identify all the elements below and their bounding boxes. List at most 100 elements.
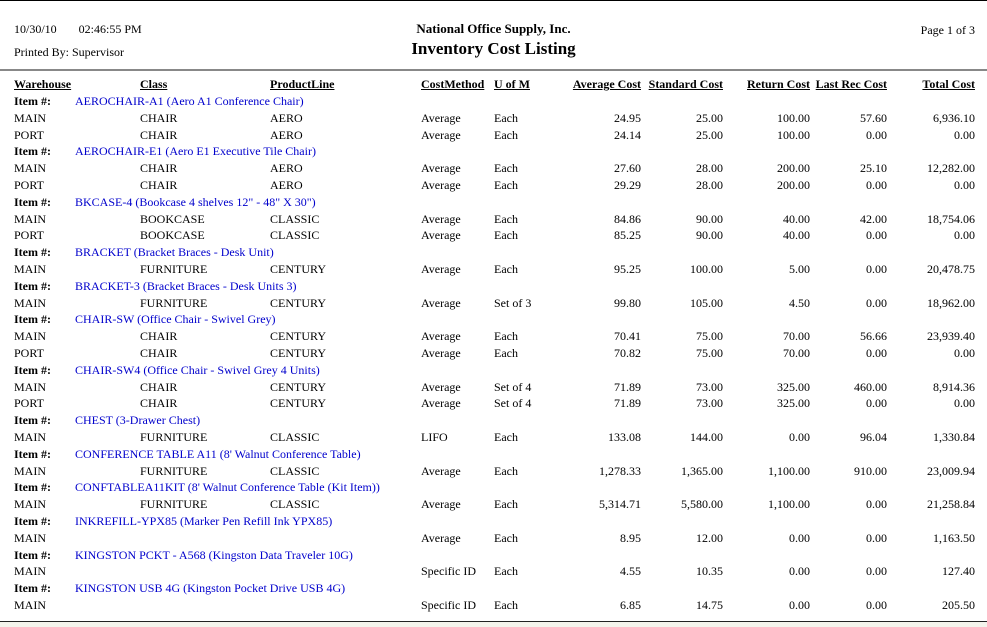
cell-return-cost: 200.00	[777, 177, 810, 192]
item-link[interactable]: BRACKET (Bracket Braces - Desk Unit)	[75, 245, 274, 260]
cell-costmethod: Average	[421, 345, 461, 360]
cell-return-cost: 200.00	[777, 161, 810, 176]
cell-lastrec-cost: 96.04	[860, 429, 887, 444]
cell-warehouse: MAIN	[14, 597, 46, 612]
cell-productline: CLASSIC	[270, 228, 320, 243]
cell-lastrec-cost: 910.00	[854, 463, 887, 478]
table-row: MAIN CHAIR CENTURY Average Each 70.41 75.00 70.…	[14, 328, 975, 345]
item-link[interactable]: CHAIR-SW (Office Chair - Swivel Grey)	[75, 312, 276, 327]
cell-costmethod: Average	[421, 261, 461, 276]
cell-average-cost: 71.89	[614, 396, 641, 411]
column-header-average-cost: Average Cost	[572, 77, 641, 91]
cell-lastrec-cost: 0.00	[866, 345, 887, 360]
cell-average-cost: 24.95	[614, 110, 641, 125]
column-header-return-cost: Return Cost	[747, 77, 810, 91]
table-row: MAIN Specific ID Each 6.85 14.75 0.00 0.00 205.…	[14, 597, 975, 614]
item-link[interactable]: AEROCHAIR-A1 (Aero A1 Conference Chair)	[75, 94, 304, 108]
cell-total-cost: 0.00	[954, 396, 975, 411]
inventory-table: Warehouse Class ProductLine CostMethod U…	[14, 75, 975, 614]
item-number-label: Item #:	[14, 94, 51, 108]
cell-costmethod: Average	[421, 295, 461, 310]
cell-warehouse: PORT	[14, 345, 44, 360]
cell-average-cost: 1,278.33	[599, 463, 641, 478]
cell-productline: CENTURY	[270, 295, 327, 310]
cell-total-cost: 205.50	[942, 597, 975, 612]
cell-class: CHAIR	[140, 110, 178, 125]
report-header: 10/30/10 02:46:55 PM Printed By: Supervis…	[0, 1, 987, 71]
cell-return-cost: 1,100.00	[768, 497, 810, 512]
table-body: Item #: AEROCHAIR-A1 (Aero A1 Conference …	[14, 93, 975, 614]
cell-uofm: Each	[494, 497, 518, 512]
table-row: PORT CHAIR CENTURY Average Set of 4 71.89 73.0…	[14, 395, 975, 412]
table-row: MAIN FURNITURE CLASSIC Average Each 1,278.33 1…	[14, 463, 975, 480]
item-link[interactable]: KINGSTON USB 4G (Kingston Pocket Drive U…	[75, 581, 346, 596]
item-link[interactable]: BKCASE-4 (Bookcase 4 shelves 12" - 48" X…	[75, 194, 316, 209]
table-row: MAIN FURNITURE CLASSIC Average Each 5,314.71 5…	[14, 496, 975, 513]
cell-standard-cost: 12.00	[696, 530, 723, 545]
cell-productline: AERO	[270, 177, 303, 192]
cell-warehouse: PORT	[14, 228, 44, 243]
cell-uofm: Each	[494, 345, 518, 360]
cell-lastrec-cost: 0.00	[866, 564, 887, 579]
item-link[interactable]: CONFTABLEA11KIT (8' Walnut Conference Ta…	[75, 480, 380, 495]
item-number-label: Item #:	[14, 245, 51, 260]
item-link[interactable]: KINGSTON PCKT - A568 (Kingston Data Trav…	[75, 547, 353, 562]
cell-standard-cost: 5,580.00	[681, 497, 723, 512]
item-link[interactable]: BRACKET-3 (Bracket Braces - Desk Units 3…	[75, 278, 297, 293]
cell-total-cost: 1,330.84	[933, 429, 975, 444]
report-title: Inventory Cost Listing	[411, 39, 576, 58]
cell-return-cost: 70.00	[783, 345, 810, 360]
item-link[interactable]: CHAIR-SW4 (Office Chair - Swivel Grey 4 …	[75, 362, 320, 377]
cell-class: BOOKCASE	[140, 211, 205, 226]
cell-warehouse: MAIN	[14, 429, 46, 444]
cell-standard-cost: 25.00	[696, 127, 723, 142]
item-row: Item #: BKCASE-4 (Bookcase 4 shelves 12" …	[14, 194, 975, 211]
item-row: Item #: AEROCHAIR-A1 (Aero A1 Conference …	[14, 93, 975, 110]
cell-lastrec-cost: 42.00	[860, 211, 887, 226]
cell-costmethod: Average	[421, 497, 461, 512]
cell-average-cost: 85.25	[614, 228, 641, 243]
cell-total-cost: 23,939.40	[927, 329, 975, 344]
cell-average-cost: 70.82	[614, 345, 641, 360]
cell-uofm: Each	[494, 597, 518, 612]
item-link[interactable]: AEROCHAIR-E1 (Aero E1 Executive Tile Cha…	[75, 144, 316, 159]
cell-total-cost: 12,282.00	[927, 161, 975, 176]
table-row: MAIN CHAIR AERO Average Each 27.60 28.00 200.00…	[14, 160, 975, 177]
cell-lastrec-cost: 56.66	[860, 329, 887, 344]
cell-average-cost: 71.89	[614, 379, 641, 394]
cell-productline: CENTURY	[270, 379, 327, 394]
item-link[interactable]: CHEST (3-Drawer Chest)	[75, 413, 201, 428]
cell-costmethod: Specific ID	[421, 564, 476, 579]
cell-costmethod: Average	[421, 228, 461, 243]
cell-productline: CLASSIC	[270, 211, 320, 226]
cell-class: FURNITURE	[140, 497, 208, 512]
cell-standard-cost: 90.00	[696, 211, 723, 226]
cell-total-cost: 0.00	[954, 345, 975, 360]
cell-lastrec-cost: 460.00	[854, 379, 887, 394]
cell-costmethod: Average	[421, 211, 461, 226]
cell-uofm: Each	[494, 329, 518, 344]
cell-productline: AERO	[270, 161, 303, 176]
item-link[interactable]: CONFERENCE TABLE A11 (8' Walnut Conferen…	[75, 446, 361, 461]
cell-warehouse: MAIN	[14, 530, 46, 545]
cell-lastrec-cost: 57.60	[860, 110, 887, 125]
cell-productline	[270, 530, 421, 547]
cell-standard-cost: 100.00	[690, 261, 723, 276]
cell-productline: AERO	[270, 110, 303, 125]
cell-average-cost: 5,314.71	[599, 497, 641, 512]
cell-return-cost: 4.50	[789, 295, 810, 310]
item-row: Item #: INKREFILL-YPX85 (Marker Pen Refil…	[14, 513, 975, 530]
cell-average-cost: 8.95	[620, 530, 641, 545]
cell-return-cost: 325.00	[777, 396, 810, 411]
table-row: PORT CHAIR AERO Average Each 24.14 25.00 100.00…	[14, 127, 975, 144]
cell-uofm: Set of 4	[494, 379, 532, 394]
cell-total-cost: 8,914.36	[933, 379, 975, 394]
cell-lastrec-cost: 0.00	[866, 261, 887, 276]
item-row: Item #: CHAIR-SW (Office Chair - Swivel G…	[14, 311, 975, 328]
item-number-label: Item #:	[14, 194, 51, 209]
cell-class: CHAIR	[140, 177, 178, 192]
item-link[interactable]: INKREFILL-YPX85 (Marker Pen Refill Ink Y…	[75, 513, 333, 528]
column-header-standard-cost: Standard Cost	[648, 77, 723, 91]
cell-standard-cost: 14.75	[696, 597, 723, 612]
cell-lastrec-cost: 0.00	[866, 530, 887, 545]
